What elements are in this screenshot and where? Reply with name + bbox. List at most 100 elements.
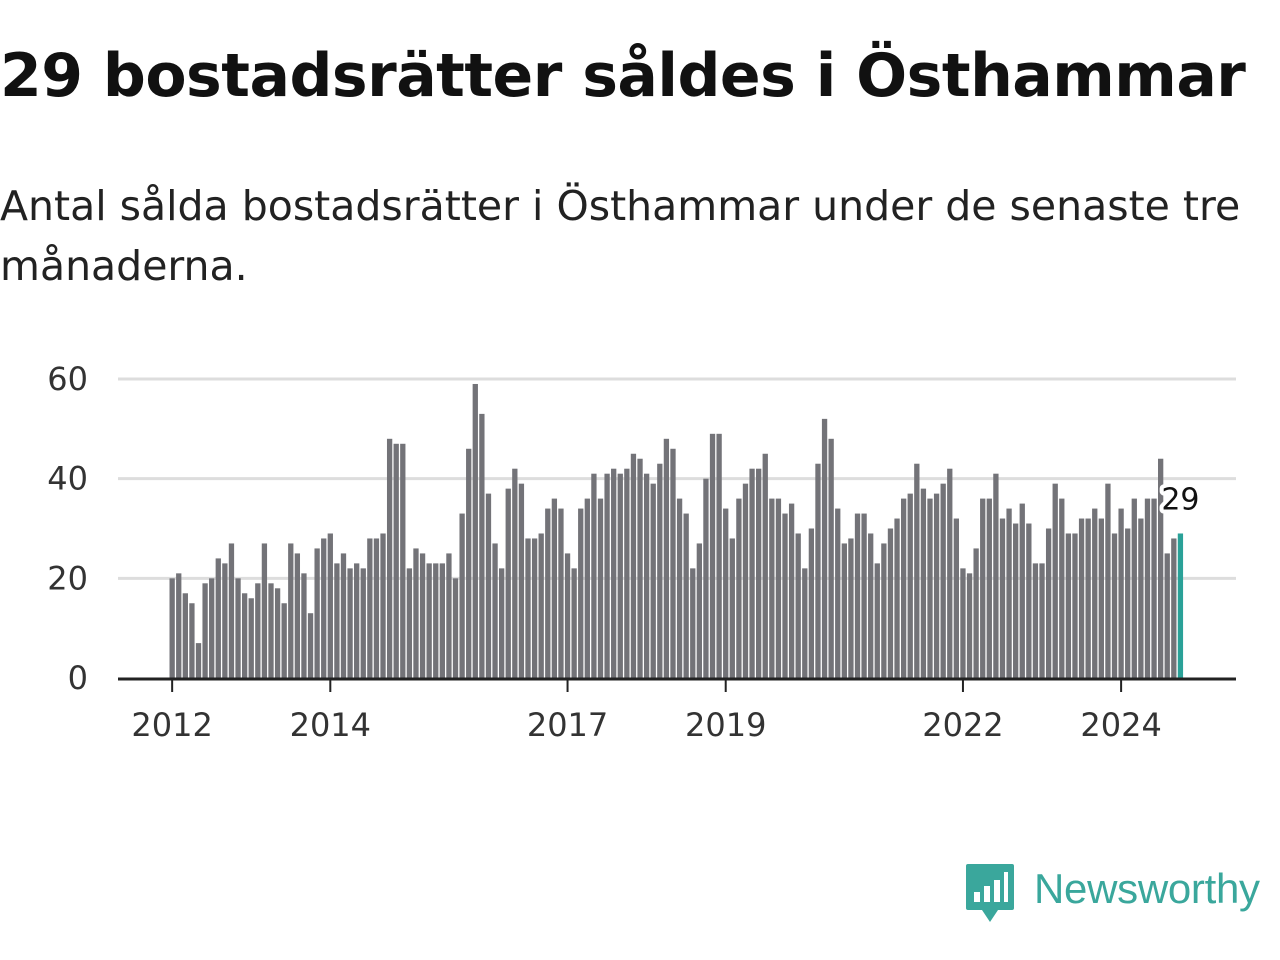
bar (716, 433, 722, 678)
bar (1131, 498, 1137, 678)
bar (235, 578, 241, 678)
bar (195, 643, 202, 678)
bar (729, 538, 735, 678)
bar (307, 613, 314, 678)
bar (518, 483, 525, 678)
bar (775, 498, 782, 678)
bar (1125, 528, 1131, 678)
bar (1118, 508, 1124, 678)
bar (795, 533, 801, 678)
annotations: 29 (1157, 478, 1203, 521)
bar (215, 558, 221, 678)
bar (189, 603, 195, 678)
y-tick-label: 60 (47, 360, 88, 398)
bar (1045, 528, 1052, 678)
bar (1085, 518, 1091, 678)
bar (966, 573, 973, 678)
bar (696, 543, 702, 678)
bar (1158, 458, 1164, 678)
bar (301, 573, 307, 678)
bar (499, 568, 505, 678)
bar (314, 548, 320, 678)
bar (182, 593, 188, 678)
y-tick-label: 0 (68, 659, 88, 697)
bar-chart: 0 20 40 60 2012 2014 2017 2019 2022 2024 29 (47, 360, 1236, 744)
bar (973, 548, 979, 678)
bar (933, 493, 940, 678)
bar (578, 508, 584, 678)
bar (953, 518, 960, 678)
bar (597, 498, 604, 678)
bar (690, 568, 696, 678)
bar (406, 568, 413, 678)
bar (472, 383, 478, 678)
bar (841, 543, 847, 678)
bar (268, 583, 274, 678)
bar (881, 543, 887, 678)
bar (861, 513, 867, 678)
bar (960, 568, 966, 678)
bar (1078, 518, 1085, 678)
bar (492, 543, 498, 678)
x-axis-labels: 2012 2014 2017 2019 2022 2024 (131, 706, 1161, 744)
bar (591, 473, 597, 678)
bar (848, 538, 854, 678)
bar (683, 513, 689, 678)
last-value-label: 29 (1161, 482, 1199, 517)
bar (261, 543, 268, 678)
bar (782, 513, 788, 678)
bar (1151, 498, 1157, 678)
bar (1138, 518, 1144, 678)
bar-highlight (1177, 533, 1184, 678)
bar (900, 498, 907, 678)
bar (1164, 553, 1170, 678)
chart-subtitle: Antal sålda bostadsrätter i Östhammar un… (0, 182, 1241, 290)
bar (927, 498, 933, 678)
newsworthy-logo-icon (966, 864, 1014, 922)
bar (907, 493, 913, 678)
bar (531, 538, 538, 678)
chart-title: 29 bostadsrätter såldes i Östhammar (0, 41, 1246, 111)
bar (274, 588, 281, 678)
bar (1026, 523, 1032, 678)
bar (281, 603, 287, 678)
bar (940, 483, 946, 678)
bar (551, 498, 558, 678)
bar (802, 568, 808, 678)
bar (479, 413, 485, 678)
bar (538, 533, 544, 678)
bar (736, 498, 742, 678)
bar (584, 498, 590, 678)
bars (169, 383, 1184, 678)
bar (1013, 523, 1019, 678)
bar (742, 483, 749, 678)
bar (914, 463, 920, 678)
brand-name: Newsworthy (1034, 865, 1260, 912)
bar (821, 418, 828, 678)
bar (255, 583, 261, 678)
x-tick-label: 2012 (131, 706, 212, 744)
bar (762, 453, 768, 678)
bar (670, 448, 676, 678)
bar (643, 473, 650, 678)
bar (887, 528, 894, 678)
y-axis-labels: 0 20 40 60 (47, 360, 88, 697)
bar (650, 483, 656, 678)
bar (564, 553, 571, 678)
bar (393, 443, 399, 678)
bar (545, 508, 551, 678)
bar (894, 518, 900, 678)
bar (169, 578, 175, 678)
bar (1111, 533, 1118, 678)
y-tick-label: 40 (47, 460, 88, 498)
bar (1105, 483, 1111, 678)
bar (209, 578, 215, 678)
bar (920, 488, 927, 678)
bar (986, 498, 992, 678)
bar (426, 563, 432, 678)
bar (294, 553, 301, 678)
bar (380, 533, 386, 678)
x-tick-label: 2014 (290, 706, 371, 744)
bar (874, 563, 880, 678)
bar (1052, 483, 1058, 678)
